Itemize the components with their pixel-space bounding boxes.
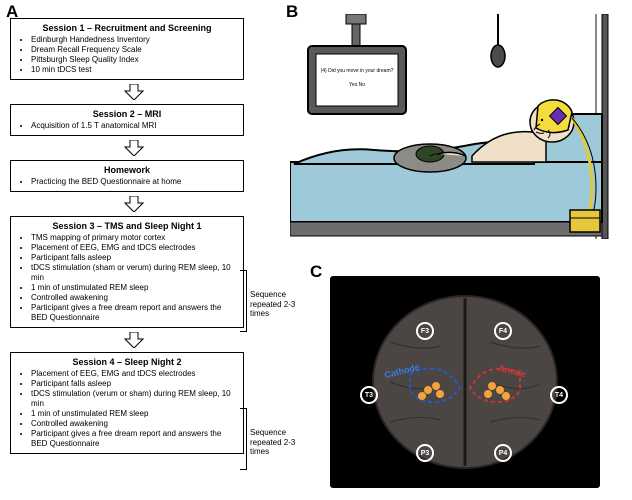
homework-box: Homework Practicing the BED Questionnair… [10, 160, 244, 192]
electrode-p3: P3 [416, 444, 434, 462]
session-title: Session 3 – TMS and Sleep Night 1 [17, 221, 237, 231]
panel-label-c: C [310, 262, 322, 282]
session-items: Edinburgh Handedness Inventory Dream Rec… [17, 35, 237, 75]
svg-text:Yes No: Yes No [349, 82, 365, 88]
bracket-icon [240, 408, 247, 470]
figure-root: A B C Session 1 – Recruitment and Screen… [0, 0, 632, 500]
list-item: Participant falls asleep [31, 253, 237, 263]
electrode-p4: P4 [494, 444, 512, 462]
arrow-icon [10, 140, 258, 156]
arrow-icon [10, 332, 258, 348]
list-item: tDCS stimulation (sham or verum) during … [31, 263, 237, 283]
session-box-4: Session 4 – Sleep Night 2 Placement of E… [10, 352, 244, 454]
session-items: Acquisition of 1.5 T anatomical MRI [17, 121, 237, 131]
list-item: Participant falls asleep [31, 379, 237, 389]
session-box-1: Session 1 – Recruitment and Screening Ed… [10, 18, 244, 80]
session-title: Session 2 – MRI [17, 109, 237, 119]
list-item: Practicing the BED Questionnaire at home [31, 177, 237, 187]
bracket-icon [240, 270, 247, 332]
arrow-icon [10, 84, 258, 100]
panel-c-brain: F3 F4 T3 T4 P3 P4 Cathode Anode [330, 276, 600, 488]
session-title: Session 1 – Recruitment and Screening [17, 23, 237, 33]
arrow-icon [10, 196, 258, 212]
list-item: Participant gives a free dream report an… [31, 303, 237, 323]
list-item: Dream Recall Frequency Scale [31, 45, 237, 55]
list-item: Controlled awakening [31, 293, 237, 303]
list-item: 10 min tDCS test [31, 65, 237, 75]
sequence-label: Sequence repeated 2-3 times [250, 290, 296, 319]
electrode-t3: T3 [360, 386, 378, 404]
panel-b-illustration: (4) Did you move in your dream? Yes No [290, 14, 620, 239]
brain-svg [340, 282, 590, 482]
session-box-3: Session 3 – TMS and Sleep Night 1 TMS ma… [10, 216, 244, 328]
list-item: Participant gives a free dream report an… [31, 429, 237, 449]
monitor-text: (4) Did you move in your dream? [321, 68, 394, 74]
session-items: Placement of EEG, EMG and tDCS electrode… [17, 369, 237, 449]
electrode-f4: F4 [494, 322, 512, 340]
list-item: tDCS stimulation (verum or sham) during … [31, 389, 237, 409]
electrode-t4: T4 [550, 386, 568, 404]
list-item: Pittsburgh Sleep Quality Index [31, 55, 237, 65]
list-item: Controlled awakening [31, 419, 237, 429]
session-items: TMS mapping of primary motor cortex Plac… [17, 233, 237, 323]
panel-a-flowchart: Session 1 – Recruitment and Screening Ed… [10, 18, 258, 454]
session-items: Practicing the BED Questionnaire at home [17, 177, 237, 187]
list-item: 1 min of unstimulated REM sleep [31, 409, 237, 419]
list-item: 1 min of unstimulated REM sleep [31, 283, 237, 293]
session-box-2: Session 2 – MRI Acquisition of 1.5 T ana… [10, 104, 244, 136]
sequence-label: Sequence repeated 2-3 times [250, 428, 296, 457]
setup-svg: (4) Did you move in your dream? Yes No [290, 14, 620, 239]
list-item: Acquisition of 1.5 T anatomical MRI [31, 121, 237, 131]
list-item: Edinburgh Handedness Inventory [31, 35, 237, 45]
session-title: Homework [17, 165, 237, 175]
list-item: Placement of EEG, EMG and tDCS electrode… [31, 369, 237, 379]
list-item: TMS mapping of primary motor cortex [31, 233, 237, 243]
list-item: Placement of EEG, EMG and tDCS electrode… [31, 243, 237, 253]
electrode-f3: F3 [416, 322, 434, 340]
session-title: Session 4 – Sleep Night 2 [17, 357, 237, 367]
